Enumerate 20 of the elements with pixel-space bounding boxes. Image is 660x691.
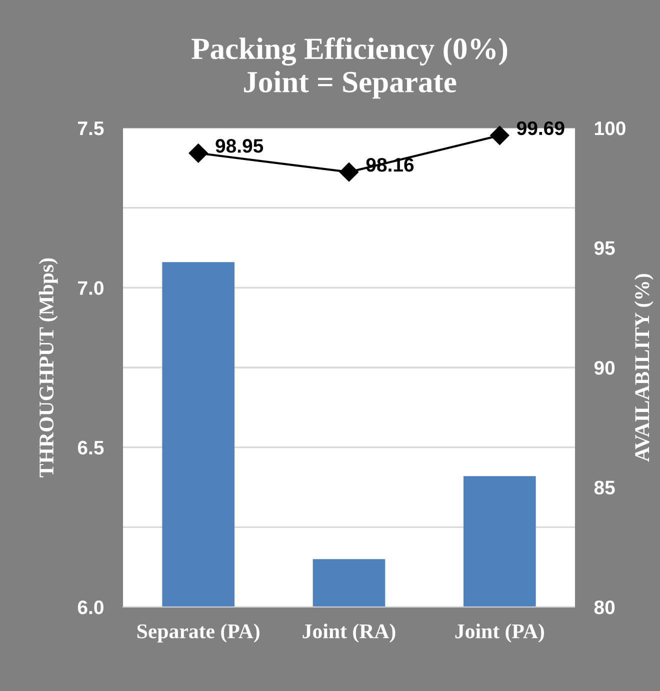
point [490,126,510,145]
y-axis-title: THROUGHPUT (Mbps) [38,258,58,478]
x-tick-label: Joint (PA) [455,624,544,643]
data-label: 99.69 [517,121,564,136]
y2-tick-label: 100 [594,121,626,136]
y-tick-label: 6.0 [78,600,104,614]
chart-title: Packing Efficiency (0%) Joint = Separate [192,37,508,99]
point [188,144,208,163]
y-tick-label: 7.5 [78,122,104,136]
y-tick-label: 6.5 [78,440,104,455]
y2-tick-label: 95 [594,241,615,255]
point [339,162,359,182]
y-tick-label: 7.0 [78,281,104,295]
x-tick-label: Joint (RA) [302,624,396,643]
y2-tick-label: 85 [594,480,615,494]
data-label: 98.95 [216,139,264,153]
y2-tick-label: 80 [594,600,615,614]
y2-tick-label: 90 [594,360,615,375]
y2-axis-title: AVAILABILITY (%) [634,274,654,462]
x-tick-label: Separate (PA) [137,624,260,643]
